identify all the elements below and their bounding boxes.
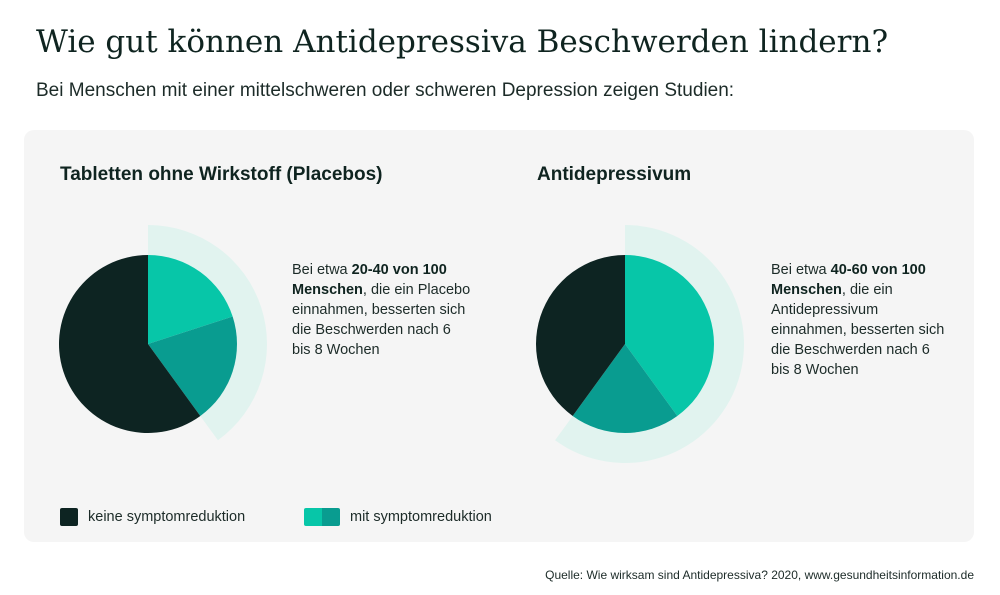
antidepressant-range-label: 40-60 von 100 Menschen bbox=[771, 262, 926, 298]
legend-swatch-dark bbox=[60, 508, 78, 526]
page-subtitle: Bei Menschen mit einer mittelschweren od… bbox=[36, 80, 735, 101]
legend-item-no-reduction: keine symptomreduktion bbox=[60, 508, 245, 526]
placebo-description: Bei etwa 20-40 von 100 Menschen, die ein… bbox=[292, 262, 471, 358]
pie-slice-1-2 bbox=[536, 255, 625, 417]
legend-label-no-reduction: keine symptomreduktion bbox=[88, 509, 246, 525]
legend-item-with-reduction: mit symptomreduktion bbox=[304, 508, 492, 526]
pie-slice-1-1 bbox=[572, 344, 678, 433]
placebo-chart-title: Tabletten ohne Wirkstoff (Placebos) bbox=[60, 164, 383, 185]
pie-slice-1-0 bbox=[625, 255, 714, 417]
source-note: Quelle: Wie wirksam sind Antidepressiva?… bbox=[545, 568, 974, 582]
placebo-pie-chart bbox=[58, 225, 267, 441]
pie-slice-0-2 bbox=[58, 255, 201, 434]
legend-label-with-reduction: mit symptomreduktion bbox=[350, 509, 492, 525]
range-band-0 bbox=[148, 225, 267, 441]
antidepressant-description: Bei etwa 40-60 von 100 Menschen, die ein… bbox=[771, 262, 945, 378]
pie-slice-0-0 bbox=[148, 255, 233, 344]
range-band-1 bbox=[555, 225, 744, 463]
antidepressant-chart-title: Antidepressivum bbox=[537, 164, 692, 185]
legend-swatch-teal bbox=[304, 508, 340, 526]
antidepressant-pie-chart bbox=[536, 225, 744, 463]
page-title: Wie gut können Antidepressiva Beschwerde… bbox=[36, 24, 889, 60]
pie-slice-0-1 bbox=[148, 316, 237, 417]
placebo-range-label: 20-40 von 100 Menschen bbox=[292, 262, 447, 298]
